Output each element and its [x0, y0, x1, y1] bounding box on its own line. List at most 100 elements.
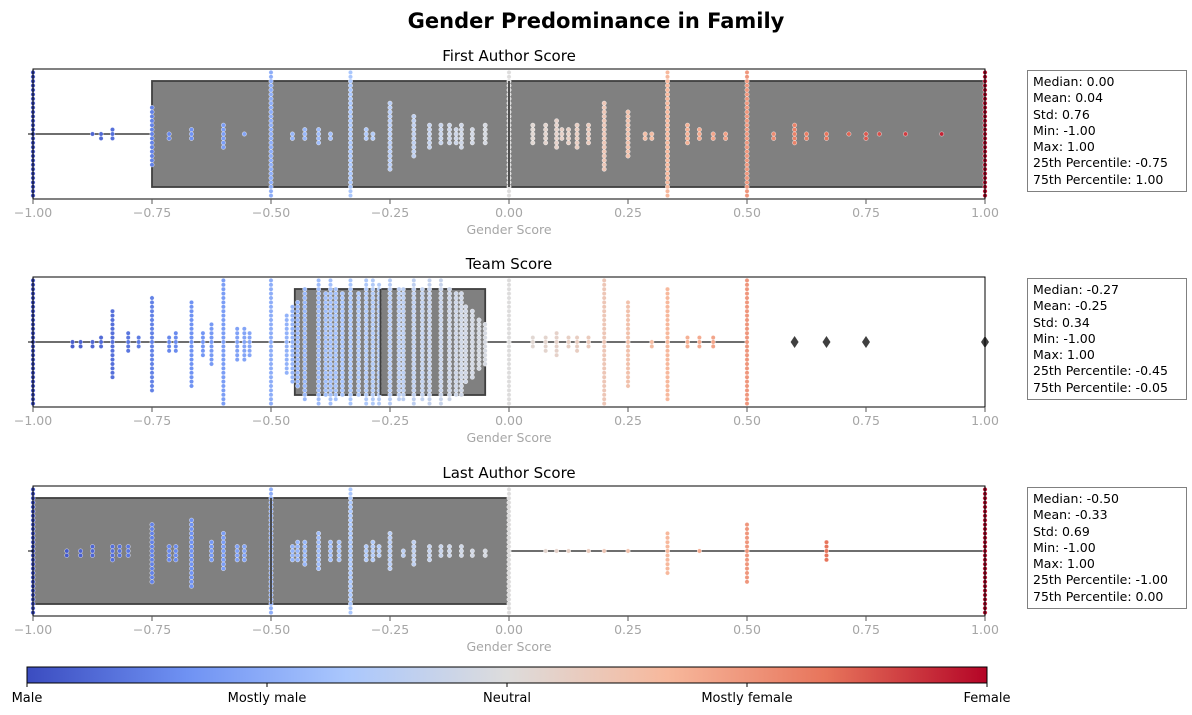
swarm-point: [400, 379, 406, 384]
swarm-point: [400, 387, 406, 393]
swarm-point: [339, 299, 345, 305]
swarm-point: [284, 361, 290, 367]
swarm-point: [419, 335, 425, 340]
swarm-point: [458, 321, 464, 327]
swarm-point: [387, 100, 393, 106]
swarm-point: [396, 330, 402, 336]
swarm-point: [290, 321, 295, 327]
swarm-point: [348, 544, 353, 549]
x-tick-label: −0.75: [133, 205, 171, 220]
swarm-point: [268, 100, 274, 106]
swarm-point: [411, 118, 417, 124]
swarm-point: [149, 357, 155, 362]
swarm-point: [149, 295, 155, 301]
stat-line: Min: -1.00: [1033, 122, 1096, 138]
swarm-point: [149, 335, 155, 340]
swarm-point: [316, 140, 321, 146]
swarm-point: [554, 122, 559, 128]
swarm-point: [290, 370, 295, 376]
swarm-point: [469, 357, 475, 362]
swarm-point: [149, 535, 155, 541]
swarm-point: [453, 383, 459, 389]
swarm-point: [323, 330, 329, 336]
swarm-point: [665, 299, 670, 305]
swarm-point: [642, 135, 648, 141]
swarm-point: [220, 365, 226, 371]
swarm-point: [268, 326, 274, 332]
swarm-point: [387, 374, 393, 380]
swarm-point: [458, 317, 464, 323]
swarm-point: [149, 570, 155, 576]
swarm-point: [665, 135, 670, 141]
swarm-point: [685, 135, 690, 141]
swarm-point: [363, 135, 369, 141]
swarm-point: [601, 548, 607, 554]
swarm-point: [400, 361, 406, 367]
swarm-point: [189, 566, 194, 571]
swarm-point: [316, 374, 321, 380]
swarm-point: [387, 357, 393, 362]
swarm-point: [363, 401, 369, 406]
swarm-point: [98, 131, 104, 137]
swarm-point: [554, 144, 559, 150]
swarm-point: [419, 295, 425, 301]
swarm-point: [554, 343, 559, 349]
swarm-point: [328, 370, 333, 376]
swarm-point: [234, 339, 240, 345]
swarm-point: [469, 361, 475, 367]
swarm-point: [458, 357, 464, 362]
swarm-point: [268, 144, 274, 150]
swarm-point: [458, 127, 464, 133]
swarm-point: [438, 291, 444, 296]
swarm-point: [295, 308, 301, 314]
swarm-point: [328, 383, 333, 389]
swarm-point: [333, 286, 339, 292]
swarm-point: [453, 348, 459, 354]
swarm-point: [234, 335, 240, 340]
swarm-point: [744, 317, 750, 323]
swarm-point: [295, 365, 301, 371]
swarm-point: [744, 343, 750, 349]
swarm-point: [220, 357, 226, 362]
swarm-point: [348, 70, 353, 75]
swarm-point: [506, 348, 512, 354]
swarm-point: [220, 374, 226, 380]
swarm-point: [665, 87, 670, 93]
swarm-point: [387, 140, 393, 146]
swarm-point: [336, 544, 342, 549]
swarm-point: [363, 361, 369, 367]
swarm-point: [506, 304, 512, 310]
swarm-point: [447, 365, 452, 371]
swarm-point: [234, 357, 240, 362]
swarm-point: [458, 392, 464, 398]
swarm-point: [665, 561, 670, 567]
swarm-point: [530, 339, 536, 345]
swarm-point: [771, 131, 777, 137]
swarm-point: [336, 548, 342, 554]
swarm-point: [665, 74, 670, 80]
swarm-point: [396, 339, 402, 345]
swarm-point: [625, 118, 631, 124]
swarm-point: [387, 321, 393, 327]
swarm-point: [744, 96, 750, 102]
x-tick-label: 1.00: [971, 622, 999, 637]
swarm-point: [241, 357, 247, 362]
swarm-point: [284, 357, 290, 362]
swarm-point: [447, 553, 452, 558]
swarm-point: [241, 343, 247, 349]
swarm-point: [476, 321, 482, 327]
swarm-point: [173, 348, 179, 354]
x-tick-label: 0.75: [852, 205, 880, 220]
swarm-point: [469, 352, 475, 358]
swarm-point: [284, 321, 290, 327]
swarm-point: [149, 313, 155, 318]
swarm-point: [363, 548, 369, 554]
swarm-point: [348, 162, 353, 168]
swarm-point: [447, 544, 452, 549]
swarm-point: [348, 188, 353, 194]
swarm-point: [220, 277, 226, 283]
swarm-point: [411, 317, 417, 323]
swarm-point: [665, 92, 670, 97]
stat-line: Median: -0.50: [1033, 491, 1119, 506]
swarm-point: [506, 387, 512, 393]
